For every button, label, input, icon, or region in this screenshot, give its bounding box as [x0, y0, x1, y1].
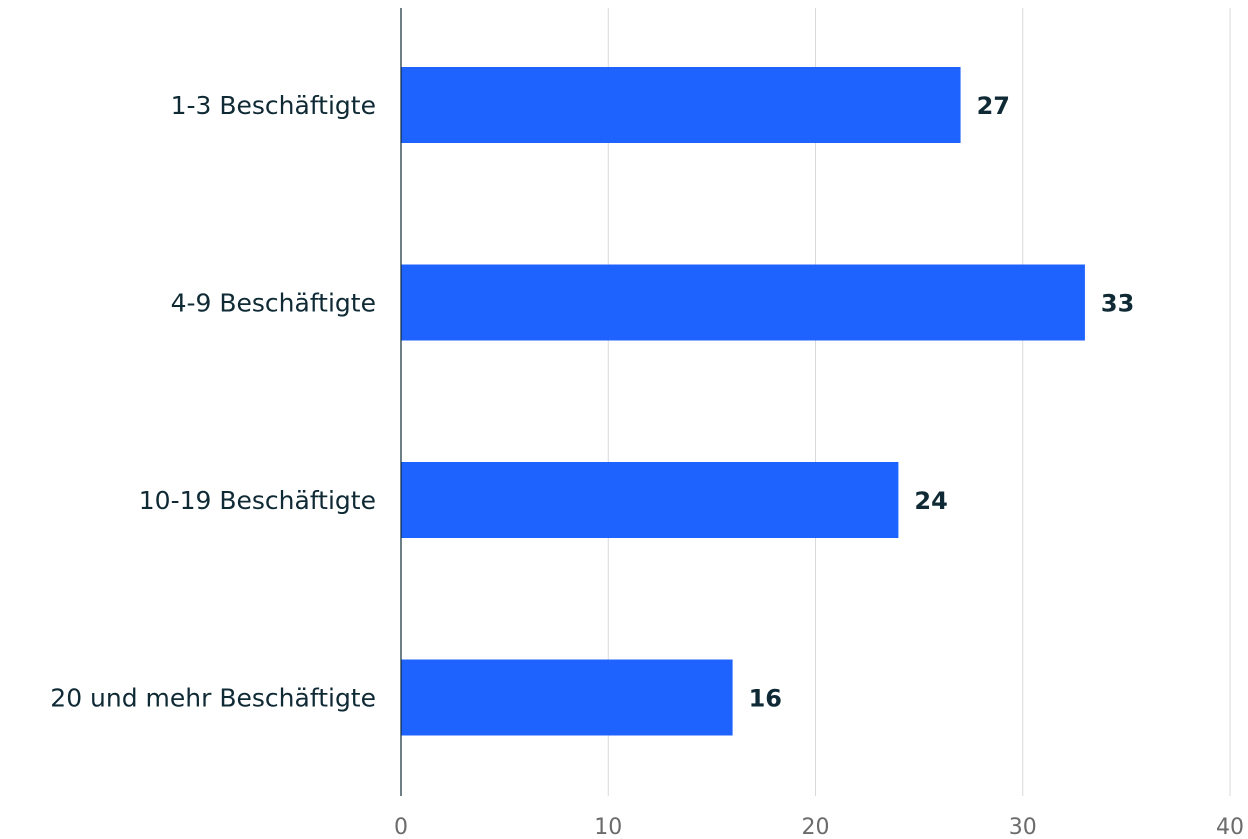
bar: [401, 67, 961, 143]
bar: [401, 659, 733, 736]
x-tick-label: 30: [1009, 815, 1037, 839]
x-tick-label: 20: [802, 815, 830, 839]
bar: [401, 264, 1085, 341]
value-label: 16: [749, 685, 782, 713]
bars: [401, 67, 1085, 736]
category-label: 10-19 Beschäftigte: [139, 486, 376, 515]
category-label: 4-9 Beschäftigte: [171, 289, 376, 318]
value-label: 33: [1101, 290, 1134, 318]
value-labels: 27 33 24 16: [749, 92, 1135, 713]
value-label: 27: [977, 92, 1010, 120]
x-tick-label: 10: [594, 815, 622, 839]
category-label: 1-3 Beschäftigte: [171, 91, 376, 120]
x-tick-labels: 0 10 20 30 40: [394, 815, 1244, 839]
category-label: 20 und mehr Beschäftigte: [50, 684, 376, 713]
category-labels: 1-3 Beschäftigte 4-9 Beschäftigte 10-19 Be…: [50, 91, 376, 713]
x-tick-label: 40: [1216, 815, 1244, 839]
x-tick-label: 0: [394, 815, 408, 839]
bar: [401, 462, 899, 538]
value-label: 24: [914, 487, 947, 515]
